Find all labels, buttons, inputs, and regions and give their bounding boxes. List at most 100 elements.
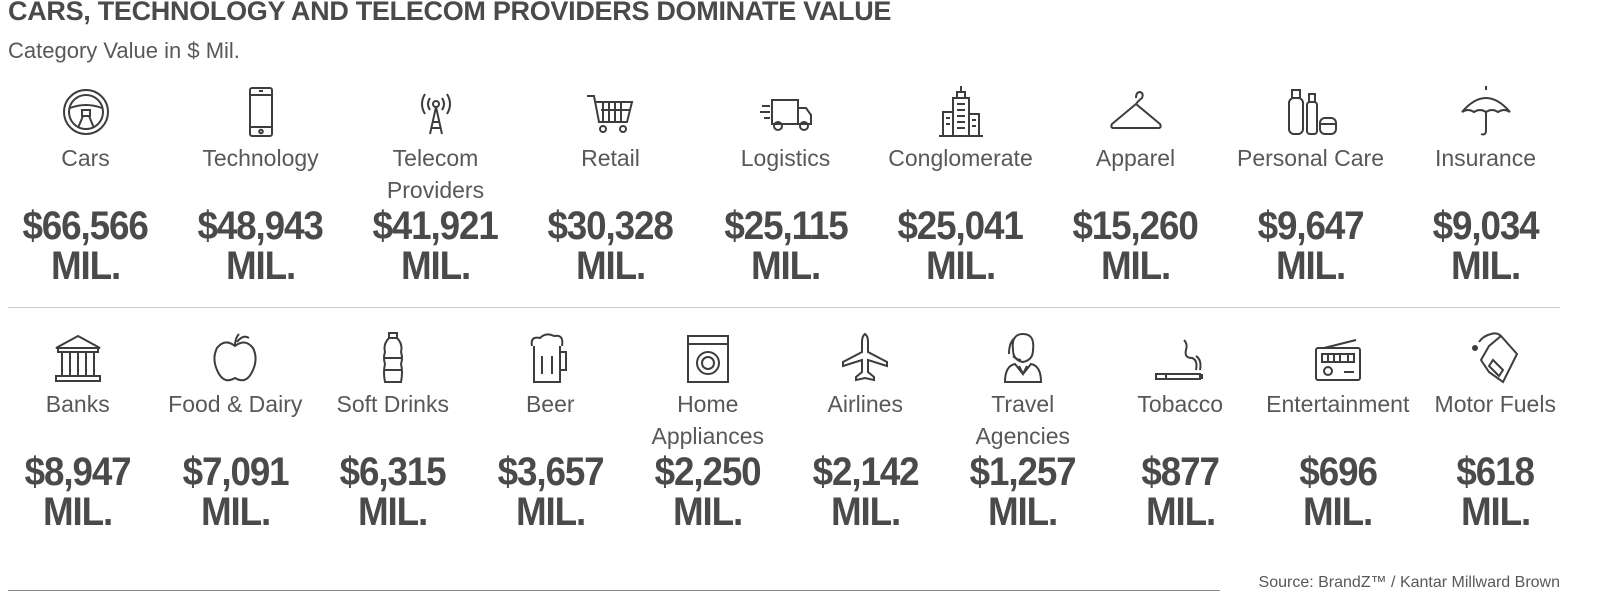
- unit-label: MIL.: [575, 244, 646, 288]
- category-value: $877: [1141, 450, 1221, 494]
- unit-label: MIL.: [1145, 490, 1216, 534]
- page-title: CARS, TECHNOLOGY AND TELECOM PROVIDERS D…: [8, 0, 892, 26]
- category-label: Insurance: [1434, 145, 1536, 171]
- category-value: $30,328: [547, 204, 674, 248]
- washing-machine-icon: [680, 330, 736, 386]
- category-value: $2,142: [812, 450, 919, 494]
- antenna-tower-icon: [408, 84, 464, 140]
- category-insurance: Insurance $9,034 MIL.: [1398, 84, 1573, 286]
- category-value: $9,034: [1432, 204, 1540, 248]
- category-telecom-providers: Telecom Providers $41,921 MIL.: [348, 84, 523, 286]
- category-label: Home Appliances: [651, 391, 765, 449]
- skyscraper-icon: [933, 84, 989, 140]
- unit-label: MIL.: [1100, 244, 1171, 288]
- category-row-top: Cars $66,566 MIL. Technology $48,943 MIL. Tele…: [0, 84, 1573, 286]
- unit-label: MIL.: [673, 490, 743, 534]
- umbrella-icon: [1458, 84, 1514, 140]
- apple-icon: [207, 330, 263, 386]
- category-label: Technology: [202, 145, 319, 171]
- category-label: Personal Care: [1236, 145, 1385, 171]
- category-label: Travel Agencies: [975, 391, 1071, 449]
- category-value: $9,647: [1257, 204, 1365, 248]
- category-value: $25,041: [897, 204, 1024, 248]
- category-value: $25,115: [723, 204, 848, 248]
- category-retail: Retail $30,328 MIL.: [523, 84, 698, 286]
- unit-label: MIL.: [1275, 244, 1346, 288]
- category-personal-care: Personal Care $9,647 MIL.: [1223, 84, 1398, 286]
- category-label: Cars: [61, 145, 110, 171]
- category-label: Logistics: [740, 145, 831, 171]
- agent-headset-icon: [995, 330, 1051, 386]
- page-subtitle: Category Value in $ Mil.: [8, 38, 240, 63]
- category-soft-drinks: Soft Drinks $6,315 MIL.: [314, 330, 472, 532]
- footer-rule: [8, 590, 1220, 591]
- category-value: $3,657: [497, 450, 604, 494]
- category-tobacco: Tobacco $877 MIL.: [1102, 330, 1260, 532]
- category-value: $41,921: [372, 204, 499, 248]
- cigarette-icon: [1152, 330, 1208, 386]
- unit-label: MIL.: [358, 490, 428, 534]
- source-note: Source: BrandZ™ / Kantar Millward Brown: [1258, 574, 1560, 591]
- category-label: Retail: [581, 145, 640, 171]
- category-value: $1,257: [969, 450, 1077, 494]
- category-apparel: Apparel $15,260 MIL.: [1048, 84, 1223, 286]
- radio-icon: [1310, 330, 1366, 386]
- oil-can-icon: [1467, 330, 1523, 386]
- category-label: Banks: [45, 391, 110, 417]
- category-label: Beer: [525, 391, 575, 417]
- category-travel-agencies: Travel Agencies $1,257 MIL.: [944, 330, 1102, 532]
- category-logistics: Logistics $25,115 MIL.: [698, 84, 873, 286]
- unit-label: MIL.: [1460, 490, 1531, 534]
- unit-label: MIL.: [43, 490, 113, 534]
- category-home-appliances: Home Appliances $2,250 MIL.: [629, 330, 787, 532]
- unit-label: MIL.: [1450, 244, 1521, 288]
- beer-mug-icon: [522, 330, 578, 386]
- category-label: Soft Drinks: [336, 391, 449, 417]
- category-value: $7,091: [182, 450, 289, 494]
- category-label: Airlines: [827, 391, 903, 417]
- category-conglomerate: Conglomerate $25,041 MIL.: [873, 84, 1048, 286]
- hanger-icon: [1108, 84, 1164, 140]
- category-label: Conglomerate: [888, 145, 1033, 171]
- unit-label: MIL.: [225, 244, 296, 288]
- unit-label: MIL.: [925, 244, 996, 288]
- category-value: $48,943: [197, 204, 324, 248]
- category-cars: Cars $66,566 MIL.: [0, 84, 173, 286]
- unit-label: MIL.: [50, 244, 121, 288]
- category-banks: Banks $8,947 MIL.: [0, 330, 157, 532]
- bank-icon: [50, 330, 106, 386]
- category-airlines: Airlines $2,142 MIL.: [787, 330, 945, 532]
- unit-label: MIL.: [400, 244, 471, 288]
- category-motor-fuels: Motor Fuels $618 MIL.: [1417, 330, 1575, 532]
- unit-label: MIL.: [830, 490, 901, 534]
- category-food-dairy: Food & Dairy $7,091 MIL.: [157, 330, 315, 532]
- category-row-bottom: Banks $8,947 MIL. Food & Dairy $7,091 MIL. Sof…: [0, 330, 1574, 532]
- category-label: Tobacco: [1137, 391, 1224, 417]
- category-value: $6,315: [339, 450, 447, 494]
- category-label: Apparel: [1095, 145, 1176, 171]
- unit-label: MIL.: [750, 244, 821, 288]
- smartphone-icon: [233, 84, 289, 140]
- category-value: $696: [1299, 450, 1378, 494]
- delivery-truck-icon: [758, 84, 814, 140]
- category-value: $8,947: [24, 450, 132, 494]
- unit-label: MIL.: [515, 490, 586, 534]
- category-technology: Technology $48,943 MIL.: [173, 84, 348, 286]
- airplane-icon: [837, 330, 893, 386]
- category-value: $66,566: [22, 204, 149, 248]
- shopping-cart-icon: [583, 84, 639, 140]
- category-value: $15,260: [1072, 204, 1199, 248]
- row-divider: [8, 307, 1560, 308]
- unit-label: MIL.: [1303, 490, 1373, 534]
- category-value: $2,250: [654, 450, 762, 494]
- category-entertainment: Entertainment $696 MIL.: [1259, 330, 1417, 532]
- category-label: Food & Dairy: [168, 391, 303, 417]
- category-label: Motor Fuels: [1434, 391, 1556, 417]
- category-label: Entertainment: [1266, 391, 1410, 417]
- category-beer: Beer $3,657 MIL.: [472, 330, 630, 532]
- category-label: Telecom Providers: [386, 145, 485, 203]
- unit-label: MIL.: [200, 490, 271, 534]
- cosmetics-icon: [1283, 84, 1339, 140]
- bottle-icon: [365, 330, 421, 386]
- steering-wheel-icon: [58, 84, 114, 140]
